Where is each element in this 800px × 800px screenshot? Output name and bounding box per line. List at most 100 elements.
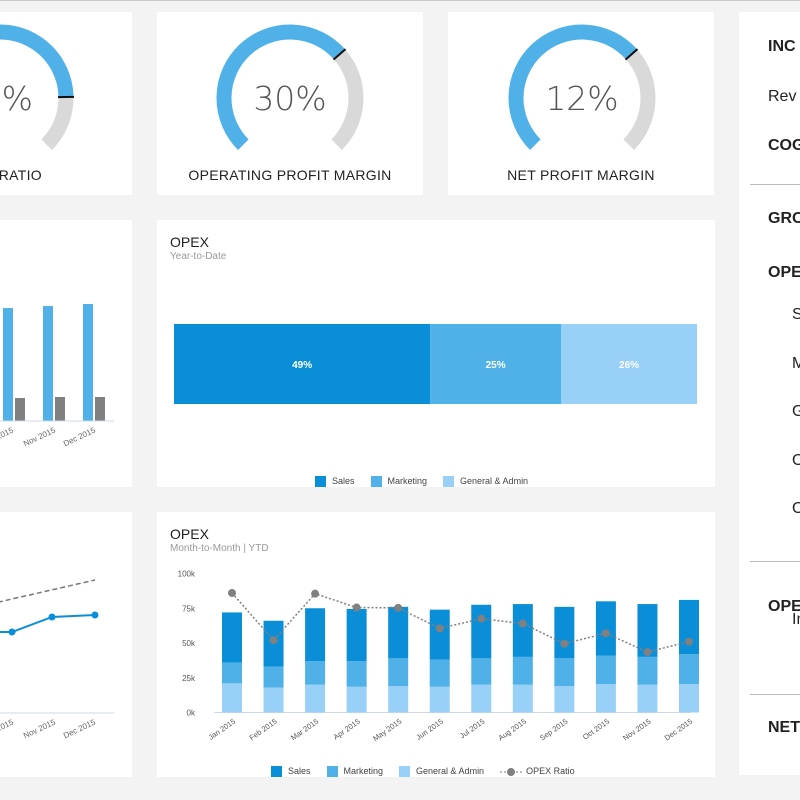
chart-legend: Sales Marketing General & Admin bbox=[315, 476, 528, 487]
bar-segment bbox=[429, 686, 450, 713]
y-tick-label: 50k bbox=[182, 639, 196, 648]
x-tick-label: Jun 2015 bbox=[414, 717, 444, 742]
x-tick-label: May 2015 bbox=[371, 717, 403, 743]
bar-segment bbox=[471, 658, 492, 685]
gauge-fill bbox=[0, 24, 74, 98]
gauge-ratio: 3% bbox=[0, 24, 75, 150]
legend-item-sales[interactable]: Sales bbox=[315, 476, 355, 487]
opex-ratio-point bbox=[352, 603, 361, 612]
opex-ratio-point bbox=[477, 614, 486, 623]
bar-segment bbox=[595, 601, 616, 656]
bar-segment bbox=[263, 687, 284, 713]
x-tick-label: Jan 2015 bbox=[207, 717, 237, 742]
opex-ratio-point bbox=[228, 588, 236, 597]
opex-ratio-point bbox=[394, 603, 403, 612]
chart-legend: Sales Marketing General & Admin OPEX Rat… bbox=[271, 766, 575, 777]
gauge-value: 3% bbox=[0, 79, 33, 118]
gauge-card-ratio: 3% RATIO bbox=[0, 12, 132, 195]
bar-segment bbox=[305, 684, 326, 713]
y-tick-label: 100k bbox=[178, 570, 196, 579]
x-tick-label: Mar 2015 bbox=[289, 717, 320, 743]
x-tick-label: Aug 2015 bbox=[496, 717, 527, 743]
opex-ytd-chart: 49% 25% 26% bbox=[174, 324, 697, 404]
x-tick-label: Nov 2015 bbox=[22, 717, 57, 740]
x-tick-label: Feb 2015 bbox=[248, 717, 279, 743]
income-statement-row: O bbox=[792, 452, 800, 469]
top-border bbox=[0, 0, 800, 1]
x-tick-label: Nov 2015 bbox=[22, 425, 57, 448]
gauge-value: 30% bbox=[253, 79, 326, 118]
legend-item-marketing[interactable]: Marketing bbox=[326, 766, 383, 777]
opex-ratio-point bbox=[601, 629, 610, 638]
bar-segment bbox=[346, 608, 367, 662]
y-tick-label: 75k bbox=[182, 604, 196, 613]
x-tick-label: Nov 2015 bbox=[621, 717, 652, 743]
bar-segment bbox=[554, 686, 575, 713]
income-statement-row: COG bbox=[768, 137, 800, 154]
legend-item-marketing[interactable]: Marketing bbox=[370, 476, 427, 487]
bar-segment bbox=[222, 662, 242, 684]
x-tick-label: Dec 2015 bbox=[663, 717, 694, 743]
bar-segment bbox=[679, 654, 699, 685]
bar-segment bbox=[429, 609, 450, 660]
bar-segment bbox=[512, 684, 533, 713]
bar-segment bbox=[471, 684, 492, 713]
bar bbox=[43, 306, 53, 421]
data-point bbox=[91, 611, 99, 619]
data-label: 49% bbox=[292, 360, 312, 371]
legend-item-opex-ratio[interactable]: OPEX Ratio bbox=[500, 766, 575, 777]
card-subtitle: Month-to-Month | YTD bbox=[170, 543, 269, 554]
bar-segment bbox=[222, 683, 242, 713]
bar-segment bbox=[595, 655, 616, 685]
gauge-label: NET PROFIT MARGIN bbox=[507, 167, 655, 183]
card-title: OPEX bbox=[170, 234, 209, 250]
data-point bbox=[48, 613, 56, 621]
x-tick-label: Sep 2015 bbox=[538, 717, 569, 743]
data-point bbox=[8, 628, 16, 636]
gauge-marker bbox=[332, 48, 347, 61]
partial-line-chart: 2015 Nov 2015 Dec 2015 bbox=[0, 579, 114, 740]
opex-ratio-point bbox=[518, 619, 527, 628]
x-tick-label: Dec 2015 bbox=[62, 717, 97, 740]
bar-segment bbox=[554, 606, 575, 659]
bar-segment bbox=[512, 604, 533, 657]
gauge-net-profit-margin: 12% bbox=[508, 24, 656, 150]
bar bbox=[95, 397, 105, 421]
gauge-label: RATIO bbox=[0, 167, 42, 183]
opex-ratio-point bbox=[311, 589, 320, 598]
income-statement-row: Rev bbox=[768, 88, 797, 105]
income-statement-row: O bbox=[792, 500, 800, 517]
bar-segment-2 bbox=[561, 324, 697, 404]
income-statement-row: INC bbox=[768, 38, 796, 55]
income-statement-row: G bbox=[792, 403, 800, 420]
gauge-label: OPERATING PROFIT MARGIN bbox=[188, 167, 392, 183]
bar-segment bbox=[346, 661, 367, 687]
divider bbox=[750, 694, 800, 695]
bar-segment bbox=[471, 604, 492, 659]
bar bbox=[3, 308, 13, 421]
income-statement-row: M bbox=[792, 355, 800, 372]
series-line bbox=[0, 614, 96, 633]
opex-ratio-line bbox=[231, 592, 690, 653]
x-tick-label: Jul 2015 bbox=[458, 717, 486, 741]
bar-segment bbox=[346, 686, 367, 713]
gauge-value: 12% bbox=[545, 79, 618, 118]
gauge-fill bbox=[216, 24, 346, 150]
legend-item-general-admin[interactable]: General & Admin bbox=[399, 766, 484, 777]
legend-item-sales[interactable]: Sales bbox=[271, 766, 311, 777]
y-tick-label: 0k bbox=[187, 709, 196, 718]
gauge-card-net-profit-margin: 12% NET PROFIT MARGIN bbox=[448, 12, 714, 195]
bar-segment bbox=[637, 656, 658, 685]
legend-item-general-admin[interactable]: General & Admin bbox=[443, 476, 528, 487]
bar-segment bbox=[388, 658, 409, 687]
bar bbox=[15, 398, 25, 421]
bar-segment bbox=[679, 599, 699, 655]
bar-segment bbox=[305, 661, 326, 685]
divider bbox=[750, 561, 800, 562]
bar-segment bbox=[679, 684, 699, 713]
bar-segment bbox=[388, 686, 409, 713]
gauge-marker bbox=[624, 48, 639, 61]
income-statement-row: S bbox=[792, 306, 800, 323]
x-tick-label: 2015 bbox=[0, 717, 15, 733]
income-statement-row: GRO bbox=[768, 210, 800, 227]
